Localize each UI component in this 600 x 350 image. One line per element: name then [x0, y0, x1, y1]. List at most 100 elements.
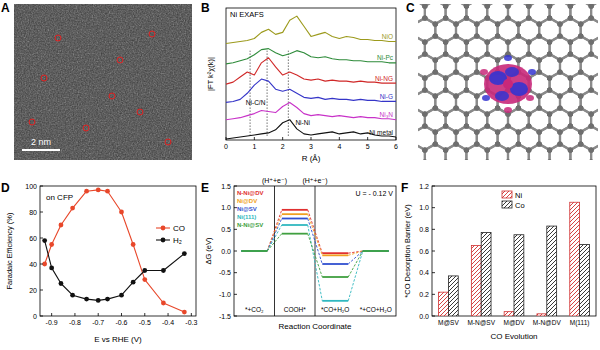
atom — [516, 141, 521, 146]
x-tick — [121, 313, 122, 316]
atom — [453, 93, 458, 98]
legend-label: Co — [515, 201, 525, 210]
atom — [516, 21, 521, 26]
point — [84, 189, 89, 194]
atom — [505, 4, 510, 9]
y-tick — [234, 294, 237, 295]
atom — [443, 87, 448, 92]
bar — [481, 233, 491, 316]
atom — [485, 51, 490, 56]
connector — [267, 214, 282, 251]
atom — [464, 4, 469, 9]
atom — [578, 141, 583, 146]
x-tick-label: M-N@SV — [467, 319, 495, 326]
atom — [589, 51, 594, 56]
legend-label: Ni — [515, 191, 522, 200]
atom — [526, 39, 531, 44]
atom — [537, 21, 542, 26]
connector — [308, 210, 323, 253]
atom — [485, 111, 490, 116]
atom — [443, 123, 448, 128]
atom — [453, 21, 458, 26]
image-noise — [14, 4, 192, 160]
atom — [557, 69, 562, 74]
atom — [516, 33, 521, 38]
point — [49, 242, 54, 247]
category-label: *+CO+H₂O — [360, 306, 392, 313]
atom — [547, 51, 552, 56]
atom — [505, 4, 510, 9]
x-tick-label: 2 — [281, 143, 285, 150]
y-tick-label: 1.0 — [221, 204, 231, 211]
atom — [526, 51, 531, 56]
atom — [495, 141, 500, 146]
energy-level — [282, 233, 308, 235]
atom — [568, 4, 573, 9]
atom — [474, 21, 479, 26]
atom — [516, 105, 521, 110]
density-neg — [495, 91, 509, 101]
point — [59, 223, 64, 228]
atom — [422, 15, 427, 20]
atom — [433, 21, 438, 26]
atom — [474, 33, 479, 38]
atom — [453, 69, 458, 74]
atom — [526, 4, 531, 9]
atom — [557, 93, 562, 98]
point — [96, 298, 101, 303]
atom — [505, 39, 510, 44]
panel-a: 2 nmA — [1, 1, 192, 160]
atom — [526, 147, 531, 152]
atom — [537, 57, 542, 62]
y-tick — [432, 316, 435, 317]
point — [70, 206, 75, 211]
atom — [433, 33, 438, 38]
atom — [537, 141, 542, 146]
atom — [547, 15, 552, 20]
point — [59, 281, 64, 286]
atom — [505, 159, 510, 160]
point — [142, 268, 147, 273]
atom — [433, 141, 438, 146]
step-divider — [315, 186, 316, 316]
atom — [568, 39, 573, 44]
atom — [578, 21, 583, 26]
atom — [526, 4, 531, 9]
atom — [485, 123, 490, 128]
atom — [589, 75, 594, 80]
point — [161, 268, 166, 273]
atom — [537, 105, 542, 110]
atom — [526, 51, 531, 56]
atom — [464, 51, 469, 56]
y-tick-label: 1.5 — [221, 183, 231, 190]
series-line — [226, 49, 396, 64]
atom — [495, 21, 500, 26]
density-lobe — [504, 107, 512, 113]
point — [42, 238, 47, 243]
x-tick — [191, 313, 192, 316]
series-line — [45, 241, 185, 301]
atom — [474, 105, 479, 110]
legend-swatch — [502, 191, 512, 198]
atom — [578, 105, 583, 110]
atom — [578, 57, 583, 62]
atom — [495, 33, 500, 38]
legend-label: N-Ni@DV — [237, 190, 264, 196]
density-pos — [484, 64, 532, 104]
atom — [578, 57, 583, 62]
atom — [516, 141, 521, 146]
y-tick-label: -1.5 — [219, 313, 231, 320]
atom — [578, 93, 583, 98]
atom — [589, 4, 594, 9]
atom — [578, 105, 583, 110]
atom — [505, 147, 510, 152]
atom — [443, 51, 448, 56]
density-lobe — [482, 95, 490, 101]
atom — [537, 141, 542, 146]
atom — [443, 15, 448, 20]
atom — [474, 57, 479, 62]
atom — [443, 15, 448, 20]
atom — [422, 51, 427, 56]
atom — [422, 4, 427, 9]
atom — [422, 39, 427, 44]
